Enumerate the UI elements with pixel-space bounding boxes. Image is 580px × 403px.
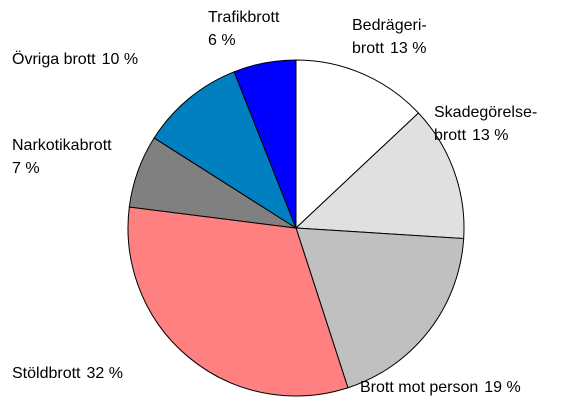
slice-label: Bedrägeri-brott 13 % — [352, 17, 427, 57]
slice-label: Trafikbrott 6 % — [208, 9, 280, 49]
label-line: Narkotikabrott — [12, 137, 112, 154]
label-line: Trafikbrott — [208, 9, 280, 26]
label-line: Brott mot person — [360, 379, 478, 396]
label-line: brott — [434, 127, 467, 144]
value-label: 6 % — [208, 32, 236, 49]
value-label: 32 % — [86, 365, 122, 382]
label-line: brott — [352, 40, 385, 57]
pie-slice — [153, 71, 298, 230]
label-line: Bedrägeri- — [352, 17, 427, 34]
pie-slice — [295, 59, 420, 230]
label-line: Stöldbrott — [12, 365, 81, 382]
pie-slice — [127, 206, 349, 397]
slice-label: Brott mot person 19 % — [360, 379, 521, 396]
slice-label: Övriga brott 10 % — [12, 50, 138, 68]
value-label: 10 % — [102, 51, 138, 68]
slice-label: Skadegörelse-brott 13 % — [434, 104, 537, 144]
slice-label: Narkotikabrott 7 % — [12, 137, 112, 177]
label-line: Skadegörelse- — [434, 104, 537, 121]
label-line: Övriga brott — [12, 50, 96, 68]
pie-slice — [233, 59, 297, 229]
value-label: 7 % — [12, 160, 40, 177]
pie-slice — [294, 112, 465, 240]
value-label: 19 % — [484, 379, 520, 396]
pie-slice — [295, 227, 465, 389]
value-label: 13 % — [390, 40, 426, 57]
slice-label: Stöldbrott 32 % — [12, 365, 123, 382]
value-label: 13 % — [472, 127, 508, 144]
